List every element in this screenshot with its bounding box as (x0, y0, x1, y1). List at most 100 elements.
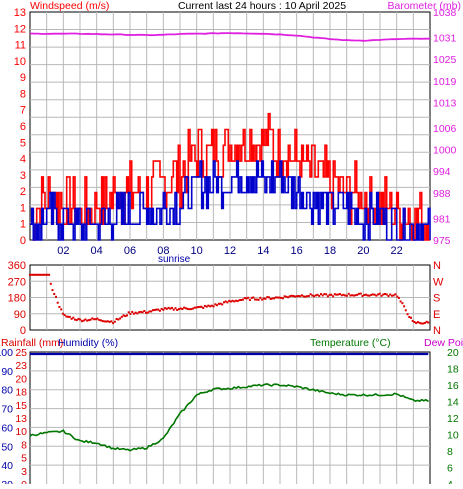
direction-point (302, 295, 305, 298)
direction-point (229, 300, 232, 303)
rain-tick-label: 23 (15, 360, 27, 372)
wind-direction-panel: 0 N 90 E 180 S 270 W 360 N (8, 260, 444, 337)
rain-tick-label: 10 (15, 426, 27, 438)
direction-point (378, 292, 381, 295)
barometer-tick-label: 1013 (433, 97, 457, 109)
direction-point (68, 315, 71, 318)
temperature-tick-label: 8 (447, 446, 453, 458)
direction-point (67, 315, 70, 318)
humidity-tick-label: 60 (1, 422, 13, 434)
direction-point (264, 297, 267, 300)
direction-tick-label: 90 (14, 309, 26, 321)
direction-point (183, 306, 186, 309)
direction-point (359, 292, 362, 295)
direction-point (203, 304, 206, 307)
direction-point (314, 294, 317, 297)
barometer-tick-label: 1025 (433, 54, 457, 66)
direction-point (79, 318, 82, 321)
hour-tick-label: 20 (357, 245, 369, 257)
direction-point (344, 294, 347, 297)
hour-tick-label: 06 (124, 245, 136, 257)
direction-point (297, 295, 300, 297)
direction-point (356, 293, 359, 296)
direction-point (245, 297, 248, 300)
direction-point (326, 295, 329, 298)
direction-point (186, 307, 189, 310)
direction-point (385, 293, 388, 296)
direction-point (328, 293, 331, 296)
hour-tick-label: 22 (391, 245, 403, 257)
direction-point (198, 305, 201, 308)
direction-point (136, 312, 139, 315)
direction-point (132, 312, 135, 315)
direction-point (236, 300, 239, 303)
direction-point (96, 317, 99, 320)
direction-point (63, 314, 66, 317)
direction-point (339, 293, 341, 295)
temperature-tick-label: 14 (447, 397, 459, 409)
wind-tick-label: 9 (20, 72, 26, 84)
direction-point (191, 307, 194, 310)
direction-point (243, 297, 246, 300)
direction-point (81, 320, 83, 323)
direction-point (49, 282, 52, 285)
direction-point (375, 294, 378, 297)
direction-point (205, 305, 208, 308)
direction-point (157, 308, 160, 311)
direction-point (361, 295, 364, 297)
direction-point (242, 298, 244, 301)
direction-point (35, 273, 38, 276)
direction-point (335, 293, 338, 296)
direction-point (427, 321, 430, 324)
direction-point (179, 307, 182, 310)
temperature-tick-label: 20 (447, 347, 459, 359)
direction-point (112, 322, 115, 325)
wind-tick-label: 2 (20, 186, 26, 198)
direction-point (167, 306, 170, 309)
direction-point (418, 321, 421, 324)
wind-tick-label: 5 (20, 137, 26, 149)
direction-point (349, 294, 352, 297)
direction-point (330, 293, 333, 296)
direction-point (126, 314, 128, 317)
compass-label: N (433, 260, 441, 272)
direction-point (365, 293, 367, 296)
direction-point (75, 319, 78, 322)
direction-point (274, 296, 277, 299)
direction-tick-label: 0 (20, 325, 26, 337)
direction-point (333, 293, 336, 296)
chart-title: Current last 24 hours : 10 April 2025 (178, 0, 346, 12)
direction-point (100, 319, 102, 322)
direction-point (352, 294, 355, 297)
direction-point (271, 297, 274, 300)
direction-point (55, 295, 57, 298)
barometer-tick-label: 1006 (433, 123, 457, 135)
barometer-series (29, 32, 431, 42)
direction-point (238, 299, 241, 302)
direction-point (172, 308, 175, 311)
direction-point (273, 297, 276, 300)
direction-point (387, 295, 390, 297)
direction-point (155, 308, 158, 311)
direction-point (342, 293, 345, 296)
direction-point (105, 320, 108, 323)
direction-point (53, 293, 56, 295)
direction-point (347, 292, 350, 295)
wind-tick-label: 8 (20, 88, 26, 100)
direction-point (276, 296, 279, 299)
direction-point (278, 296, 281, 299)
direction-point (425, 320, 428, 323)
direction-point (56, 301, 59, 304)
direction-point (261, 298, 264, 301)
direction-point (404, 309, 407, 312)
direction-point (313, 295, 315, 298)
direction-point (281, 297, 284, 300)
direction-point (141, 311, 144, 314)
direction-point (399, 300, 402, 303)
direction-point (122, 314, 125, 317)
hour-tick-label: 02 (57, 245, 69, 257)
direction-point (325, 293, 328, 296)
rain-tick-label: 3 (21, 466, 27, 478)
direction-point (184, 307, 187, 310)
